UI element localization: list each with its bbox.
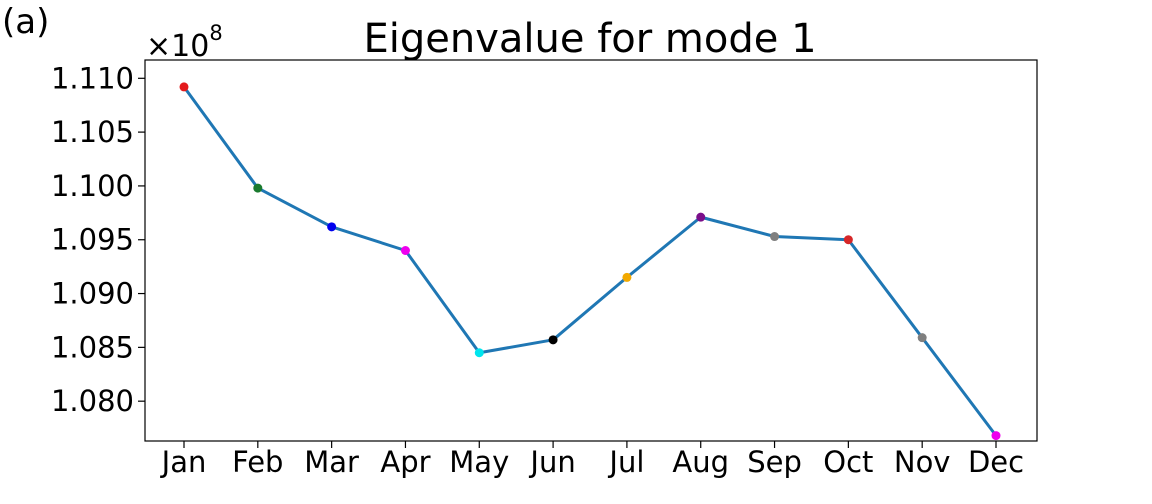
y-axis-multiplier: ×108 [146, 21, 223, 64]
x-tick-label: Jul [607, 445, 644, 479]
x-tick-label: May [449, 445, 509, 479]
y-axis-multiplier-exponent: 8 [209, 21, 222, 45]
data-point [991, 431, 1001, 441]
data-point [400, 246, 410, 255]
data-point [548, 335, 558, 345]
series-line-group [182, 86, 998, 437]
x-tick-label: Aug [672, 445, 729, 479]
chart-title: Eigenvalue for mode 1 [363, 16, 816, 62]
y-tick-label: 1.100 [51, 169, 134, 203]
panel-label: (a) [2, 2, 49, 42]
data-point [179, 82, 189, 92]
data-point [770, 232, 780, 242]
axes: 1.080 1.085 1.090 1.095 1.100 1.105 1.110 Jan Fe… [51, 59, 1038, 479]
x-tick-label: Oct [823, 445, 873, 479]
x-tick-label: Mar [304, 445, 359, 479]
data-point [327, 222, 337, 232]
data-point [696, 212, 706, 222]
data-point [843, 235, 853, 245]
data-point [253, 183, 263, 193]
series-line [182, 86, 998, 437]
data-point [622, 272, 632, 282]
y-tick-label: 1.080 [51, 384, 134, 418]
x-tick-label: Dec [968, 445, 1024, 479]
y-tick-label: 1.095 [51, 223, 134, 257]
data-point-group [179, 82, 1001, 441]
plot-frame [144, 59, 1038, 442]
data-point [474, 348, 484, 358]
x-tick-label: Feb [232, 445, 283, 479]
data-point [917, 333, 927, 343]
y-tick-label: 1.085 [51, 330, 134, 364]
x-tick-label: Nov [894, 445, 951, 479]
y-tick-label: 1.110 [51, 61, 134, 95]
y-axis-multiplier-base: ×10 [146, 29, 209, 64]
x-tick-label: Apr [380, 445, 430, 479]
y-tick-label: 1.105 [51, 115, 134, 149]
y-tick-label: 1.090 [51, 277, 134, 311]
x-tick-label: Sep [747, 445, 802, 479]
x-tick-label: Jan [160, 445, 207, 479]
x-tick-label: Jun [528, 445, 575, 479]
